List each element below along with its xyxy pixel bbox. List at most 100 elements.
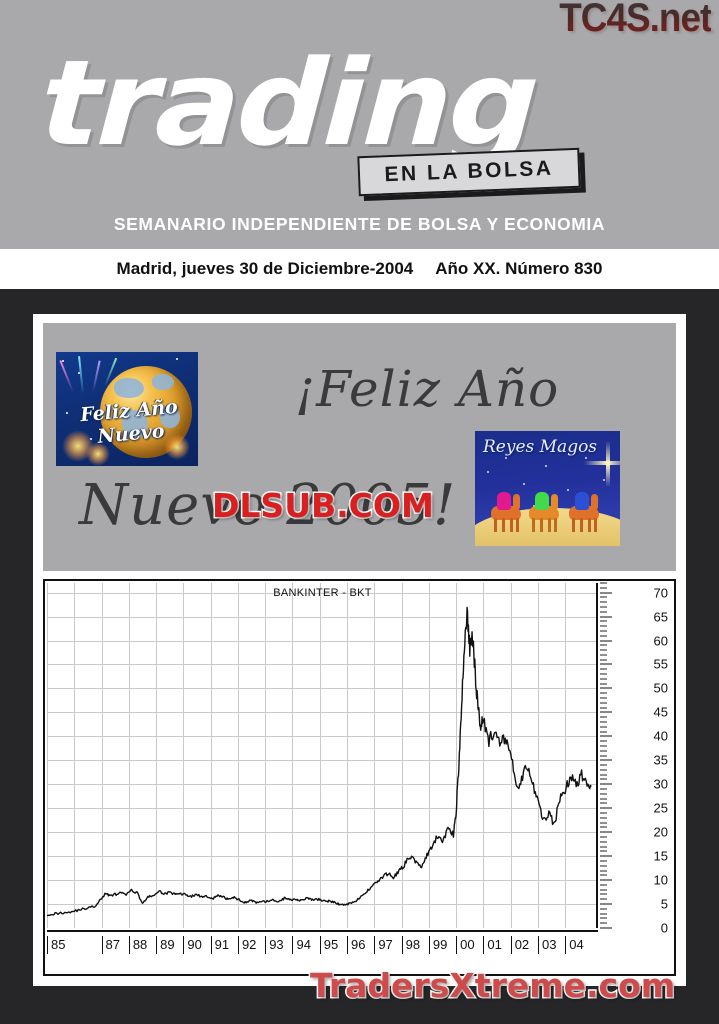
y-axis-minor-tick xyxy=(600,913,607,915)
y-axis-minor-tick xyxy=(600,788,607,790)
y-axis-minor-tick xyxy=(600,774,607,776)
y-axis-tick xyxy=(600,927,612,929)
y-axis-tick xyxy=(600,663,612,665)
grid-line-horizontal xyxy=(47,832,596,834)
x-axis-tick-label: 01 xyxy=(483,936,502,954)
grid-line-vertical xyxy=(210,583,212,928)
y-axis-minor-tick xyxy=(600,841,607,843)
reyes-magos-image: Reyes Magos xyxy=(475,431,620,546)
y-axis-minor-tick xyxy=(600,846,607,848)
x-axis-tick-label: 94 xyxy=(292,936,311,954)
grid-line-horizontal xyxy=(47,784,596,786)
y-axis-minor-tick xyxy=(600,755,607,756)
grid-line-horizontal xyxy=(47,760,596,762)
y-axis-minor-tick xyxy=(600,678,607,680)
site-logo-shadow: TC4S.net xyxy=(561,0,714,43)
y-axis-minor-tick xyxy=(600,898,607,900)
x-axis-tick-label: 93 xyxy=(265,936,284,954)
y-axis-tick xyxy=(600,592,612,594)
y-axis-minor-tick xyxy=(600,731,607,733)
y-axis-minor-tick xyxy=(600,826,607,828)
y-axis-minor-tick xyxy=(600,769,607,771)
y-axis-tick-label: 15 xyxy=(653,848,668,864)
camel-icon xyxy=(527,490,561,532)
grid-line-horizontal xyxy=(47,736,596,738)
x-axis-tick-label: 98 xyxy=(401,936,420,954)
masthead-subtitle: SEMANARIO INDEPENDIENTE DE BOLSA Y ECONO… xyxy=(113,214,606,234)
chart-plot-area: BANKINTER - BKT xyxy=(47,583,598,928)
chart-x-axis: 85 87 88 89 90 91 92 93 94 95 96 97 98 99 00 01 02 03 04 xyxy=(47,930,598,976)
y-axis-tick-label: 55 xyxy=(653,656,668,672)
x-axis-tick-label: 00 xyxy=(456,936,475,954)
y-axis-minor-tick xyxy=(600,683,607,685)
grid-line-vertical xyxy=(292,583,294,928)
y-axis-tick-label: 45 xyxy=(653,704,668,720)
y-axis-minor-tick xyxy=(600,697,607,699)
y-axis-minor-tick xyxy=(600,817,607,819)
grid-line-vertical xyxy=(128,583,130,928)
cover-frame: Feliz Año Nuevo ¡Feliz Año Nuevo 2005! xyxy=(0,289,719,1024)
price-line xyxy=(47,606,592,917)
grid-line-horizontal xyxy=(47,856,596,858)
watermark-dlsub: DLSUB.COM xyxy=(211,485,436,527)
stock-chart: BANKINTER - BKT 70 65 60 55 50 45 40 35 30 25 20 15… xyxy=(43,579,676,976)
greeting-banner: Feliz Año Nuevo ¡Feliz Año Nuevo 2005! xyxy=(43,323,676,571)
y-axis-minor-tick xyxy=(600,692,607,694)
y-axis-minor-tick xyxy=(600,620,607,622)
y-axis-minor-tick xyxy=(600,611,607,613)
grid-line-horizontal xyxy=(47,592,596,594)
y-axis-minor-tick xyxy=(600,764,607,766)
y-axis-minor-tick xyxy=(600,893,607,895)
y-axis-minor-tick xyxy=(600,707,607,709)
y-axis-tick xyxy=(600,879,612,881)
y-axis-minor-tick xyxy=(600,884,607,886)
y-axis-tick xyxy=(600,711,612,713)
badge-label: EN LA BOLSA xyxy=(384,156,554,187)
y-axis-minor-tick xyxy=(600,630,607,632)
y-axis-minor-tick xyxy=(600,668,607,670)
reyes-image-caption: Reyes Magos xyxy=(483,437,598,457)
issue-number: Año XX. Número 830 xyxy=(435,259,603,278)
y-axis-minor-tick xyxy=(600,582,607,584)
x-axis-tick-label: 03 xyxy=(537,936,556,954)
site-logo: TC4S.net xyxy=(559,0,712,41)
grid-line-vertical xyxy=(319,583,321,928)
y-axis-minor-tick xyxy=(600,606,607,608)
grid-line-horizontal xyxy=(47,808,596,810)
y-axis-minor-tick xyxy=(600,587,607,589)
y-axis-minor-tick xyxy=(600,812,607,814)
grid-line-vertical xyxy=(428,583,430,928)
y-axis-tick-label: 50 xyxy=(653,680,668,696)
badge-en-la-bolsa: EN LA BOLSA xyxy=(357,147,581,197)
y-axis-tick xyxy=(600,759,612,761)
page-title: trading xyxy=(37,34,540,172)
grid-line-vertical xyxy=(347,583,349,928)
y-axis-tick-label: 65 xyxy=(653,609,668,625)
y-axis-minor-tick xyxy=(600,860,607,862)
grid-line-vertical xyxy=(265,583,267,928)
y-axis-tick-label: 10 xyxy=(653,872,668,888)
y-axis-minor-tick xyxy=(600,721,607,723)
cover-panel: Feliz Año Nuevo ¡Feliz Año Nuevo 2005! xyxy=(33,314,686,986)
x-axis-tick-label: 91 xyxy=(210,936,229,954)
y-axis-minor-tick xyxy=(600,917,607,919)
y-axis-minor-tick xyxy=(600,601,607,603)
place-date: Madrid, jueves 30 de Diciembre-2004 xyxy=(116,259,414,278)
chart-y-axis: 70 65 60 55 50 45 40 35 30 25 20 15 10 5 0 xyxy=(600,582,674,936)
y-axis-minor-tick xyxy=(600,659,607,661)
grid-line-vertical xyxy=(374,583,376,928)
x-axis-tick-label: 85 xyxy=(47,936,65,954)
grid-line-horizontal xyxy=(47,664,596,666)
x-axis-tick-label: 89 xyxy=(156,936,175,954)
y-axis-minor-tick xyxy=(600,793,607,795)
y-axis-tick xyxy=(600,831,612,833)
grid-line-vertical xyxy=(537,583,539,928)
y-axis-minor-tick xyxy=(600,836,607,838)
grid-line-vertical xyxy=(47,583,48,928)
x-axis-tick-label: 96 xyxy=(347,936,366,954)
y-axis-tick xyxy=(600,640,612,641)
fireworks-icon xyxy=(59,360,74,393)
y-axis-minor-tick xyxy=(600,865,607,867)
y-axis-tick-label: 40 xyxy=(653,728,668,744)
y-axis-minor-tick xyxy=(600,750,607,752)
